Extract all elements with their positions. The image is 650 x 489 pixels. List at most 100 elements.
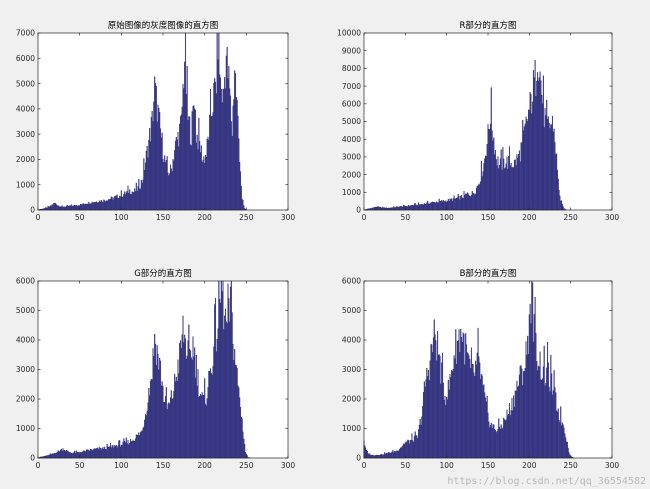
histogram-bar: [442, 199, 444, 211]
histogram-bar: [503, 417, 505, 459]
histogram-bar: [377, 455, 379, 459]
histogram-bar: [159, 360, 162, 459]
histogram-bar: [410, 440, 412, 459]
histogram-bar: [430, 343, 432, 459]
histogram-bar: [84, 450, 86, 459]
histogram-bar: [444, 396, 446, 459]
x-tick-label: 300: [281, 461, 296, 470]
histogram-bar: [209, 89, 212, 211]
histogram-bar: [565, 437, 567, 459]
histogram-bar: [107, 199, 109, 211]
histogram-bar: [212, 112, 214, 211]
histogram-bar: [541, 379, 543, 459]
histogram-bar: [394, 207, 396, 211]
histogram-bar: [152, 121, 154, 211]
y-tick-label: 4000: [342, 135, 361, 144]
histogram-bar: [171, 171, 173, 211]
histogram-bar: [175, 136, 177, 211]
histogram-bar: [432, 352, 434, 459]
histogram-bar: [458, 329, 460, 459]
histogram-bar: [451, 370, 453, 459]
histogram-bar: [170, 168, 172, 211]
histogram-bar: [229, 321, 231, 459]
histogram-bar: [475, 193, 477, 211]
histogram-bar: [427, 376, 429, 459]
y-tick-label: 5000: [342, 117, 361, 126]
histogram-bar: [461, 197, 463, 211]
histogram-bar: [93, 448, 95, 459]
y-tick-label: 6000: [16, 54, 35, 63]
histogram-bar: [132, 192, 134, 211]
histogram-bar: [119, 446, 122, 459]
histogram-bar: [187, 119, 189, 211]
histogram-bar: [504, 419, 506, 459]
histogram-bar: [411, 205, 413, 211]
histogram-bar: [385, 452, 387, 459]
histogram-bar: [99, 201, 102, 211]
histogram-bar: [540, 80, 542, 211]
histogram-bar: [205, 405, 207, 459]
histogram-bar: [239, 397, 241, 459]
histogram-bar: [552, 131, 554, 211]
histogram-bar: [487, 412, 489, 459]
histogram-bar: [87, 203, 89, 211]
histogram-bar: [173, 390, 175, 459]
histogram-bar: [408, 205, 410, 211]
histogram-bar: [494, 429, 496, 459]
y-tick-label: 4000: [342, 336, 361, 345]
histogram-bar: [502, 427, 504, 459]
histogram-bar: [485, 401, 487, 459]
histogram-bar: [59, 206, 62, 211]
histogram-bar: [124, 194, 127, 211]
histogram-bar: [108, 199, 110, 211]
histogram-bar: [168, 402, 170, 459]
histogram-bar: [198, 396, 200, 459]
histogram-bar: [559, 422, 561, 459]
histogram-bar: [535, 333, 537, 459]
histogram-bar: [223, 329, 225, 459]
histogram-bar: [213, 346, 215, 459]
histogram-bar: [74, 205, 77, 211]
histogram-bar: [139, 188, 142, 211]
histogram-bar: [544, 385, 546, 459]
histogram-bar: [451, 201, 453, 211]
y-tick-label: 1000: [342, 188, 361, 197]
histogram-bar: [77, 205, 79, 211]
histogram-bar: [561, 200, 563, 211]
histogram-bar: [544, 108, 546, 211]
histogram-bar: [384, 454, 387, 459]
histogram-bar: [72, 206, 74, 211]
histogram-bar: [540, 379, 542, 459]
histogram-bar: [203, 156, 205, 211]
x-tick-label: 0: [362, 461, 367, 470]
histogram-bar: [408, 440, 410, 459]
histogram-bar: [442, 201, 444, 211]
histogram-bar: [438, 354, 440, 459]
histogram-bar: [167, 403, 169, 459]
histogram-bar: [213, 83, 215, 211]
histogram-bar: [96, 202, 98, 211]
histogram-bar: [242, 431, 244, 459]
histogram-bar: [502, 147, 504, 211]
histogram-bar: [400, 206, 402, 211]
histogram-bar: [62, 448, 64, 459]
histogram-bar: [413, 205, 415, 211]
histogram-bar: [523, 126, 525, 211]
histogram-bar: [423, 381, 425, 459]
x-tick-label: 250: [239, 213, 254, 222]
histogram-bar: [210, 116, 212, 211]
histogram-bar: [87, 449, 89, 459]
histogram-bar: [394, 207, 396, 211]
histogram-bar: [169, 403, 171, 459]
histogram-bar: [409, 205, 411, 211]
histogram-bar: [209, 370, 211, 459]
y-tick-label: 4000: [16, 105, 35, 114]
histogram-bar: [134, 438, 137, 459]
x-tick-label: 0: [36, 213, 41, 222]
histogram-bar: [446, 396, 448, 459]
histogram-bar: [69, 452, 72, 459]
histogram-bar: [501, 169, 503, 211]
histogram-bar: [237, 115, 239, 211]
histogram-bar: [218, 280, 220, 459]
histogram-bar: [164, 155, 166, 211]
